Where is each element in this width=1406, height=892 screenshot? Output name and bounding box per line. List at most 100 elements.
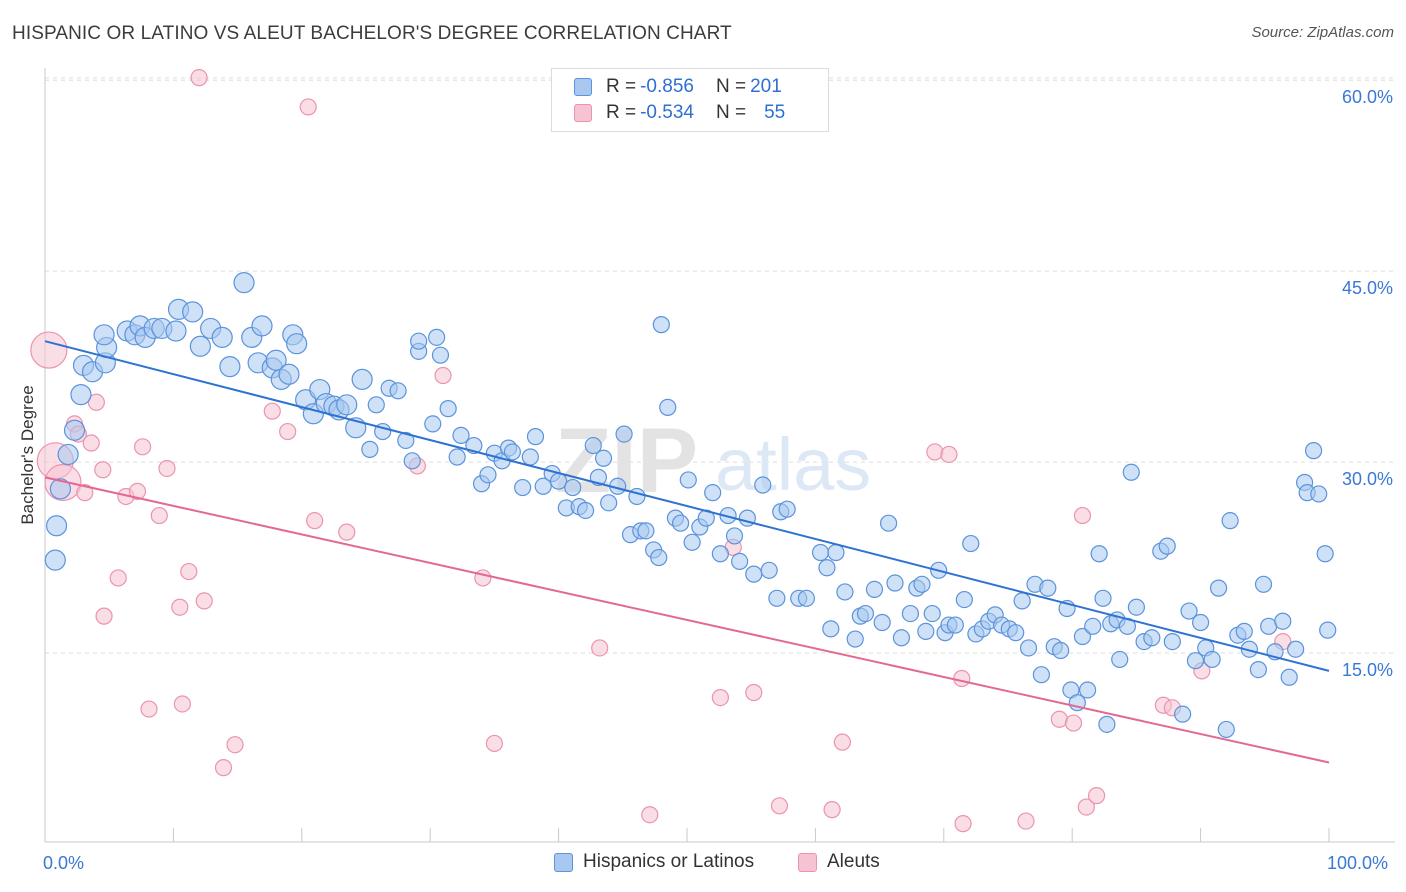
hispanic-point <box>650 548 668 567</box>
hispanic-point <box>1052 641 1070 660</box>
aleut-point <box>1087 787 1106 805</box>
hispanic-point <box>278 363 300 385</box>
hispanic-point <box>1084 617 1102 635</box>
hispanic-point <box>1186 652 1205 670</box>
hispanic-point <box>479 466 497 484</box>
aleut-point <box>140 700 158 718</box>
aleut-point <box>133 438 152 456</box>
aleut-point <box>745 683 763 702</box>
hispanic-point <box>1180 602 1198 620</box>
hispanic-point <box>818 559 836 577</box>
hispanic-point <box>886 574 904 592</box>
y-tick-label: 45.0% <box>1341 278 1393 298</box>
hispanic-point <box>189 335 211 357</box>
hispanic-point <box>251 315 273 337</box>
hispanic-point <box>514 478 532 497</box>
hispanic-point <box>671 514 690 532</box>
hispanic-point <box>403 452 421 470</box>
hispanic-point <box>564 478 582 497</box>
trend-lines <box>44 340 1330 764</box>
chart-title: HISPANIC OR LATINO VS ALEUT BACHELOR'S D… <box>12 23 732 44</box>
hispanic-point <box>584 436 602 455</box>
legend-item-hispanic[interactable]: Hispanics or Latinos <box>554 851 754 873</box>
hispanic-point <box>760 561 778 579</box>
n-label: N = <box>715 76 747 97</box>
hispanic-point <box>797 589 816 607</box>
y-tick-label: 60.0% <box>1341 87 1393 107</box>
hispanic-point <box>1221 512 1239 530</box>
hispanic-point <box>778 500 796 518</box>
hispanic-point <box>946 616 964 634</box>
aleut-point <box>214 759 233 777</box>
aleut-point <box>591 639 609 657</box>
hispanic-point <box>534 477 552 495</box>
hispanic-point <box>1079 681 1097 699</box>
hispanic-point <box>1013 592 1031 610</box>
hispanic-point <box>1098 715 1116 733</box>
hispanic-point <box>1039 579 1057 597</box>
aleut-point <box>953 669 971 688</box>
hispanic-point <box>836 583 854 601</box>
hispanic-point <box>521 448 539 466</box>
x-tick-label: 100.0% <box>1327 853 1389 873</box>
aleut-trend-line <box>44 476 1330 764</box>
watermark-zip: ZIP <box>555 410 698 512</box>
aleut-point <box>30 331 68 369</box>
legend-label: Aleuts <box>827 851 880 872</box>
hispanic-point <box>865 580 884 599</box>
hispanic-point <box>1319 621 1337 639</box>
hispanic-point <box>439 400 457 418</box>
aleut-point <box>299 98 317 116</box>
n-label: N = <box>715 102 747 123</box>
hispanic-point <box>424 415 442 433</box>
hispanic-point <box>63 419 86 441</box>
hispanic-point <box>233 272 255 294</box>
hispanic-point <box>93 324 115 346</box>
aleut-point <box>171 598 189 616</box>
aleut-point <box>485 734 503 753</box>
hispanic-point <box>1158 537 1176 555</box>
hispanic-point <box>1254 575 1273 593</box>
aleut-point <box>76 484 94 502</box>
hispanic-point <box>846 630 864 648</box>
hispanic-point <box>600 494 618 512</box>
hispanic-point <box>1274 612 1292 630</box>
aleut-point <box>263 402 281 420</box>
aleut-point <box>434 366 452 385</box>
aleut-point <box>1017 812 1035 830</box>
aleut-point <box>279 422 297 441</box>
hispanic-point <box>1280 668 1298 686</box>
aleut-point <box>158 459 176 478</box>
hispanic-point <box>827 543 845 562</box>
stats-row-hispanic: R = -0.856 N = 201 <box>574 74 782 100</box>
hispanic-point <box>768 589 786 607</box>
legend-item-aleut[interactable]: Aleuts <box>798 851 880 873</box>
hispanic-point <box>576 501 595 520</box>
watermark-atlas: atlas <box>715 423 871 506</box>
hispanic-point <box>731 552 749 570</box>
hispanic-point <box>367 396 385 414</box>
hispanic-legend-swatch <box>554 852 573 872</box>
n-value: 201 <box>750 76 782 97</box>
hispanic-point <box>683 533 701 551</box>
hispanic-point <box>754 476 772 494</box>
aleut-point <box>94 461 112 479</box>
hispanic-point <box>1127 598 1146 616</box>
aleut-point <box>474 569 492 587</box>
hispanic-point <box>410 332 428 350</box>
hispanic-trend-line <box>44 340 1330 672</box>
aleut-point <box>940 445 958 464</box>
legend-label: Hispanics or Latinos <box>583 851 755 872</box>
hispanic-point <box>594 449 613 467</box>
hispanic-point <box>811 543 830 562</box>
aleut-point <box>195 592 213 610</box>
hispanic-point <box>286 333 308 355</box>
hispanic-point <box>1163 632 1181 651</box>
aleut-point <box>1073 506 1092 525</box>
r-value: -0.534 <box>640 102 694 123</box>
aleut-point <box>338 523 356 541</box>
hispanic-point <box>1209 579 1228 597</box>
hispanic-point <box>70 384 92 406</box>
hispanic-point <box>351 368 373 390</box>
hispanic-point <box>704 484 722 502</box>
